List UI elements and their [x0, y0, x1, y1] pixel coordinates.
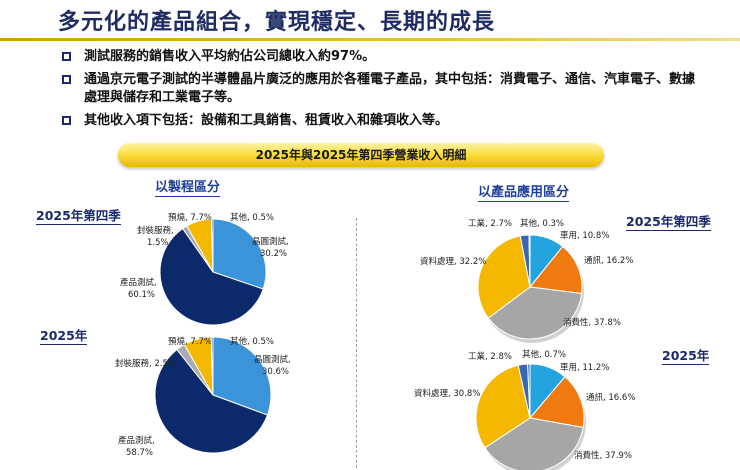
bullet-item: 其他收入項下包括：設備和工具銷售、租賃收入和雜項收入等。	[62, 112, 702, 130]
bullet-text: 其他收入項下包括：設備和工具銷售、租賃收入和雜項收入等。	[84, 113, 449, 128]
pie-slice-label: 晶圓測試,	[254, 354, 291, 365]
pie-slice-label: 消費性, 37.9%	[574, 450, 632, 461]
pie-slice	[475, 364, 531, 449]
pie-slice	[529, 245, 583, 295]
pie-slice-label: 其他, 0.5%	[230, 336, 274, 347]
pie-slice-value-label: 30.6%	[262, 367, 289, 377]
pie-slice-value-label: 58.7%	[126, 448, 153, 458]
pie-slice-label: 工業, 2.7%	[468, 218, 512, 229]
section-title-by-application: 以產品應用區分	[478, 181, 570, 202]
pie-slice	[154, 348, 269, 454]
pie-slice	[527, 363, 531, 419]
page-title: 多元化的產品組合，實現穩定、長期的成長	[58, 10, 496, 35]
pie-slice-label: 其他, 0.5%	[230, 212, 274, 223]
section-title-by-process: 以製程區分	[155, 176, 221, 197]
pie-slice-label: 消費性, 37.8%	[563, 317, 621, 328]
pie-slice-label: 預燒, 7.7%	[168, 212, 212, 223]
period-label-left-bottom: 2025年	[40, 325, 88, 345]
title-underline	[0, 38, 740, 41]
pie-slice-label: 封裝服務, 2.5%	[115, 358, 176, 369]
bullet-item: 通過京元電子測試的半導體晶片廣泛的應用於各種電子產品，其中包括：消費電子、通信、…	[62, 71, 702, 107]
square-bullet-icon	[62, 116, 71, 125]
bullet-item: 測試服務的銷售收入平均約佔公司總收入約97%。	[62, 48, 702, 66]
pie-slice-label: 產品測試,	[118, 435, 155, 446]
pie-slice-label: 工業, 2.8%	[468, 351, 512, 362]
pie-slice	[487, 286, 583, 340]
pie-slice-label: 其他, 0.7%	[522, 349, 566, 360]
pie-slice-value-label: 60.1%	[128, 290, 155, 300]
period-label-right-bottom: 2025年	[662, 345, 710, 365]
pie-slice-label: 資料處理, 32.2%	[420, 256, 486, 267]
pie-slice	[159, 227, 264, 326]
period-label-right-top: 2025年第四季	[626, 211, 711, 231]
pie-slice	[212, 336, 272, 416]
pie-slice	[528, 234, 531, 288]
pie-slice-label: 其他, 0.3%	[520, 218, 564, 229]
pie-slice-label: 通訊, 16.2%	[584, 255, 633, 266]
pie-slice	[529, 376, 585, 429]
pie-slice	[212, 218, 267, 290]
pie-slice-label: 車用, 11.2%	[560, 362, 609, 373]
pie-slice-value-label: 1.5%	[147, 238, 169, 248]
pie-slice	[210, 336, 214, 396]
pie-slice-label: 通訊, 16.6%	[586, 392, 635, 403]
bullet-text: 測試服務的銷售收入平均約佔公司總收入約97%。	[84, 49, 376, 64]
square-bullet-icon	[62, 75, 71, 84]
pie-slice	[210, 218, 214, 273]
pie-slice-label: 封裝服務,	[137, 225, 174, 236]
bullet-list: 測試服務的銷售收入平均約佔公司總收入約97%。 通過京元電子測試的半導體晶片廣泛…	[62, 48, 702, 135]
pie-slice-value-label: 30.2%	[260, 249, 287, 259]
bullet-text: 通過京元電子測試的半導體晶片廣泛的應用於各種電子產品，其中包括：消費電子、通信、…	[84, 72, 696, 105]
pie-slice-label: 車用, 10.8%	[560, 230, 609, 241]
pie-slice	[477, 235, 531, 319]
pie-slice-label: 預燒, 7.7%	[168, 336, 212, 347]
period-label-left-top: 2025年第四季	[36, 205, 121, 225]
revenue-breakdown-banner: 2025年與2025年第四季營業收入明細	[118, 143, 604, 167]
pie-slice-label: 晶圓測試,	[252, 236, 289, 247]
pie-slice-label: 資料處理, 30.8%	[414, 388, 480, 399]
pie-slice-label: 產品測試,	[120, 277, 157, 288]
section-divider	[356, 218, 357, 468]
square-bullet-icon	[62, 52, 71, 61]
pie-slice	[484, 417, 584, 470]
